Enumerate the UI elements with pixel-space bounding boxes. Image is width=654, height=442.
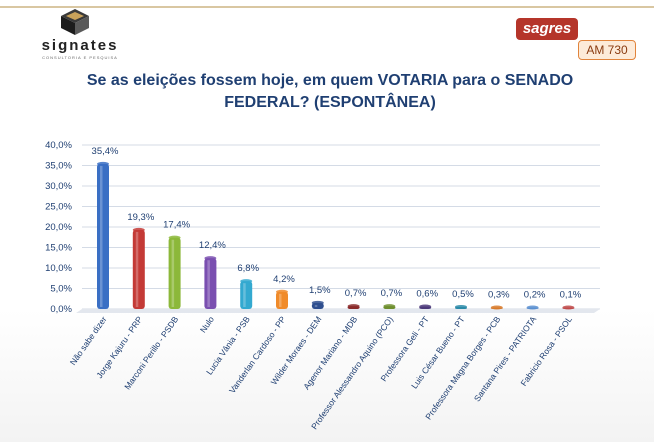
signates-logo: signates CONSULTORIA E PESQUISA [30, 8, 130, 60]
bar-cap [490, 305, 503, 310]
data-label: 19,3% [127, 212, 154, 223]
bar-cap [204, 256, 217, 261]
bar-cap [455, 304, 467, 309]
bar [240, 281, 253, 309]
data-label: 0,7% [381, 288, 403, 299]
x-tick-label: Santana Pires - PATRIOTA [472, 314, 539, 403]
data-label: 4,2% [273, 274, 295, 285]
x-tick-label: Não sabe dizer [68, 314, 109, 367]
data-label: 0,5% [452, 289, 474, 300]
data-label: 35,4% [92, 146, 119, 157]
logo-tagline: CONSULTORIA E PESQUISA [42, 55, 118, 60]
bar-cap [526, 305, 539, 310]
logo-cube-icon [61, 9, 89, 35]
bar-highlight [207, 260, 210, 307]
data-label: 0,7% [345, 288, 367, 299]
bar-cap [276, 289, 288, 294]
top-divider [0, 6, 654, 8]
data-label: 0,3% [488, 290, 510, 301]
y-tick-label: 40,0% [45, 140, 72, 151]
x-tick-label: Nulo [198, 314, 216, 334]
bar-highlight [171, 239, 175, 307]
bar [168, 237, 181, 309]
bar-cap [97, 161, 109, 166]
x-tick-label: Professora Magna Borges - PCB [423, 314, 502, 421]
station-frequency: AM 730 [578, 40, 636, 60]
bar [132, 229, 145, 309]
station-badge: sagres [516, 18, 578, 40]
bar [276, 291, 288, 309]
bar-cap [168, 235, 181, 240]
bar-cap [419, 304, 432, 309]
bar-cap [562, 305, 575, 310]
y-tick-label: 15,0% [45, 243, 72, 254]
data-label: 12,4% [199, 240, 226, 251]
data-label: 0,2% [524, 290, 546, 301]
bar-highlight [279, 293, 282, 307]
chart-floor [76, 309, 600, 313]
data-label: 17,4% [163, 220, 190, 231]
y-tick-label: 0,0% [50, 304, 72, 315]
y-tick-label: 5,0% [50, 284, 72, 295]
bar-highlight [243, 283, 246, 307]
bar-highlight [314, 304, 318, 307]
bar-cap [132, 227, 145, 232]
y-tick-label: 35,0% [45, 161, 72, 172]
bar-cap [383, 304, 396, 309]
y-tick-label: 20,0% [45, 222, 72, 233]
bar-cap [347, 304, 360, 309]
chart-title: Se as eleições fossem hoje, em quem VOTA… [86, 72, 574, 111]
bar [204, 258, 217, 309]
data-label: 6,8% [237, 263, 259, 274]
logo-wordmark: signates [41, 37, 119, 54]
bar-highlight [135, 231, 139, 307]
data-label: 0,6% [416, 289, 438, 300]
y-tick-label: 30,0% [45, 181, 72, 192]
bar [97, 163, 109, 309]
data-label: 1,5% [309, 285, 331, 296]
bar-cap [311, 300, 324, 305]
bar-highlight [100, 165, 103, 307]
data-label: 0,1% [560, 290, 582, 301]
y-tick-label: 10,0% [45, 263, 72, 274]
y-tick-label: 25,0% [45, 202, 72, 213]
bar-cap [240, 279, 253, 284]
